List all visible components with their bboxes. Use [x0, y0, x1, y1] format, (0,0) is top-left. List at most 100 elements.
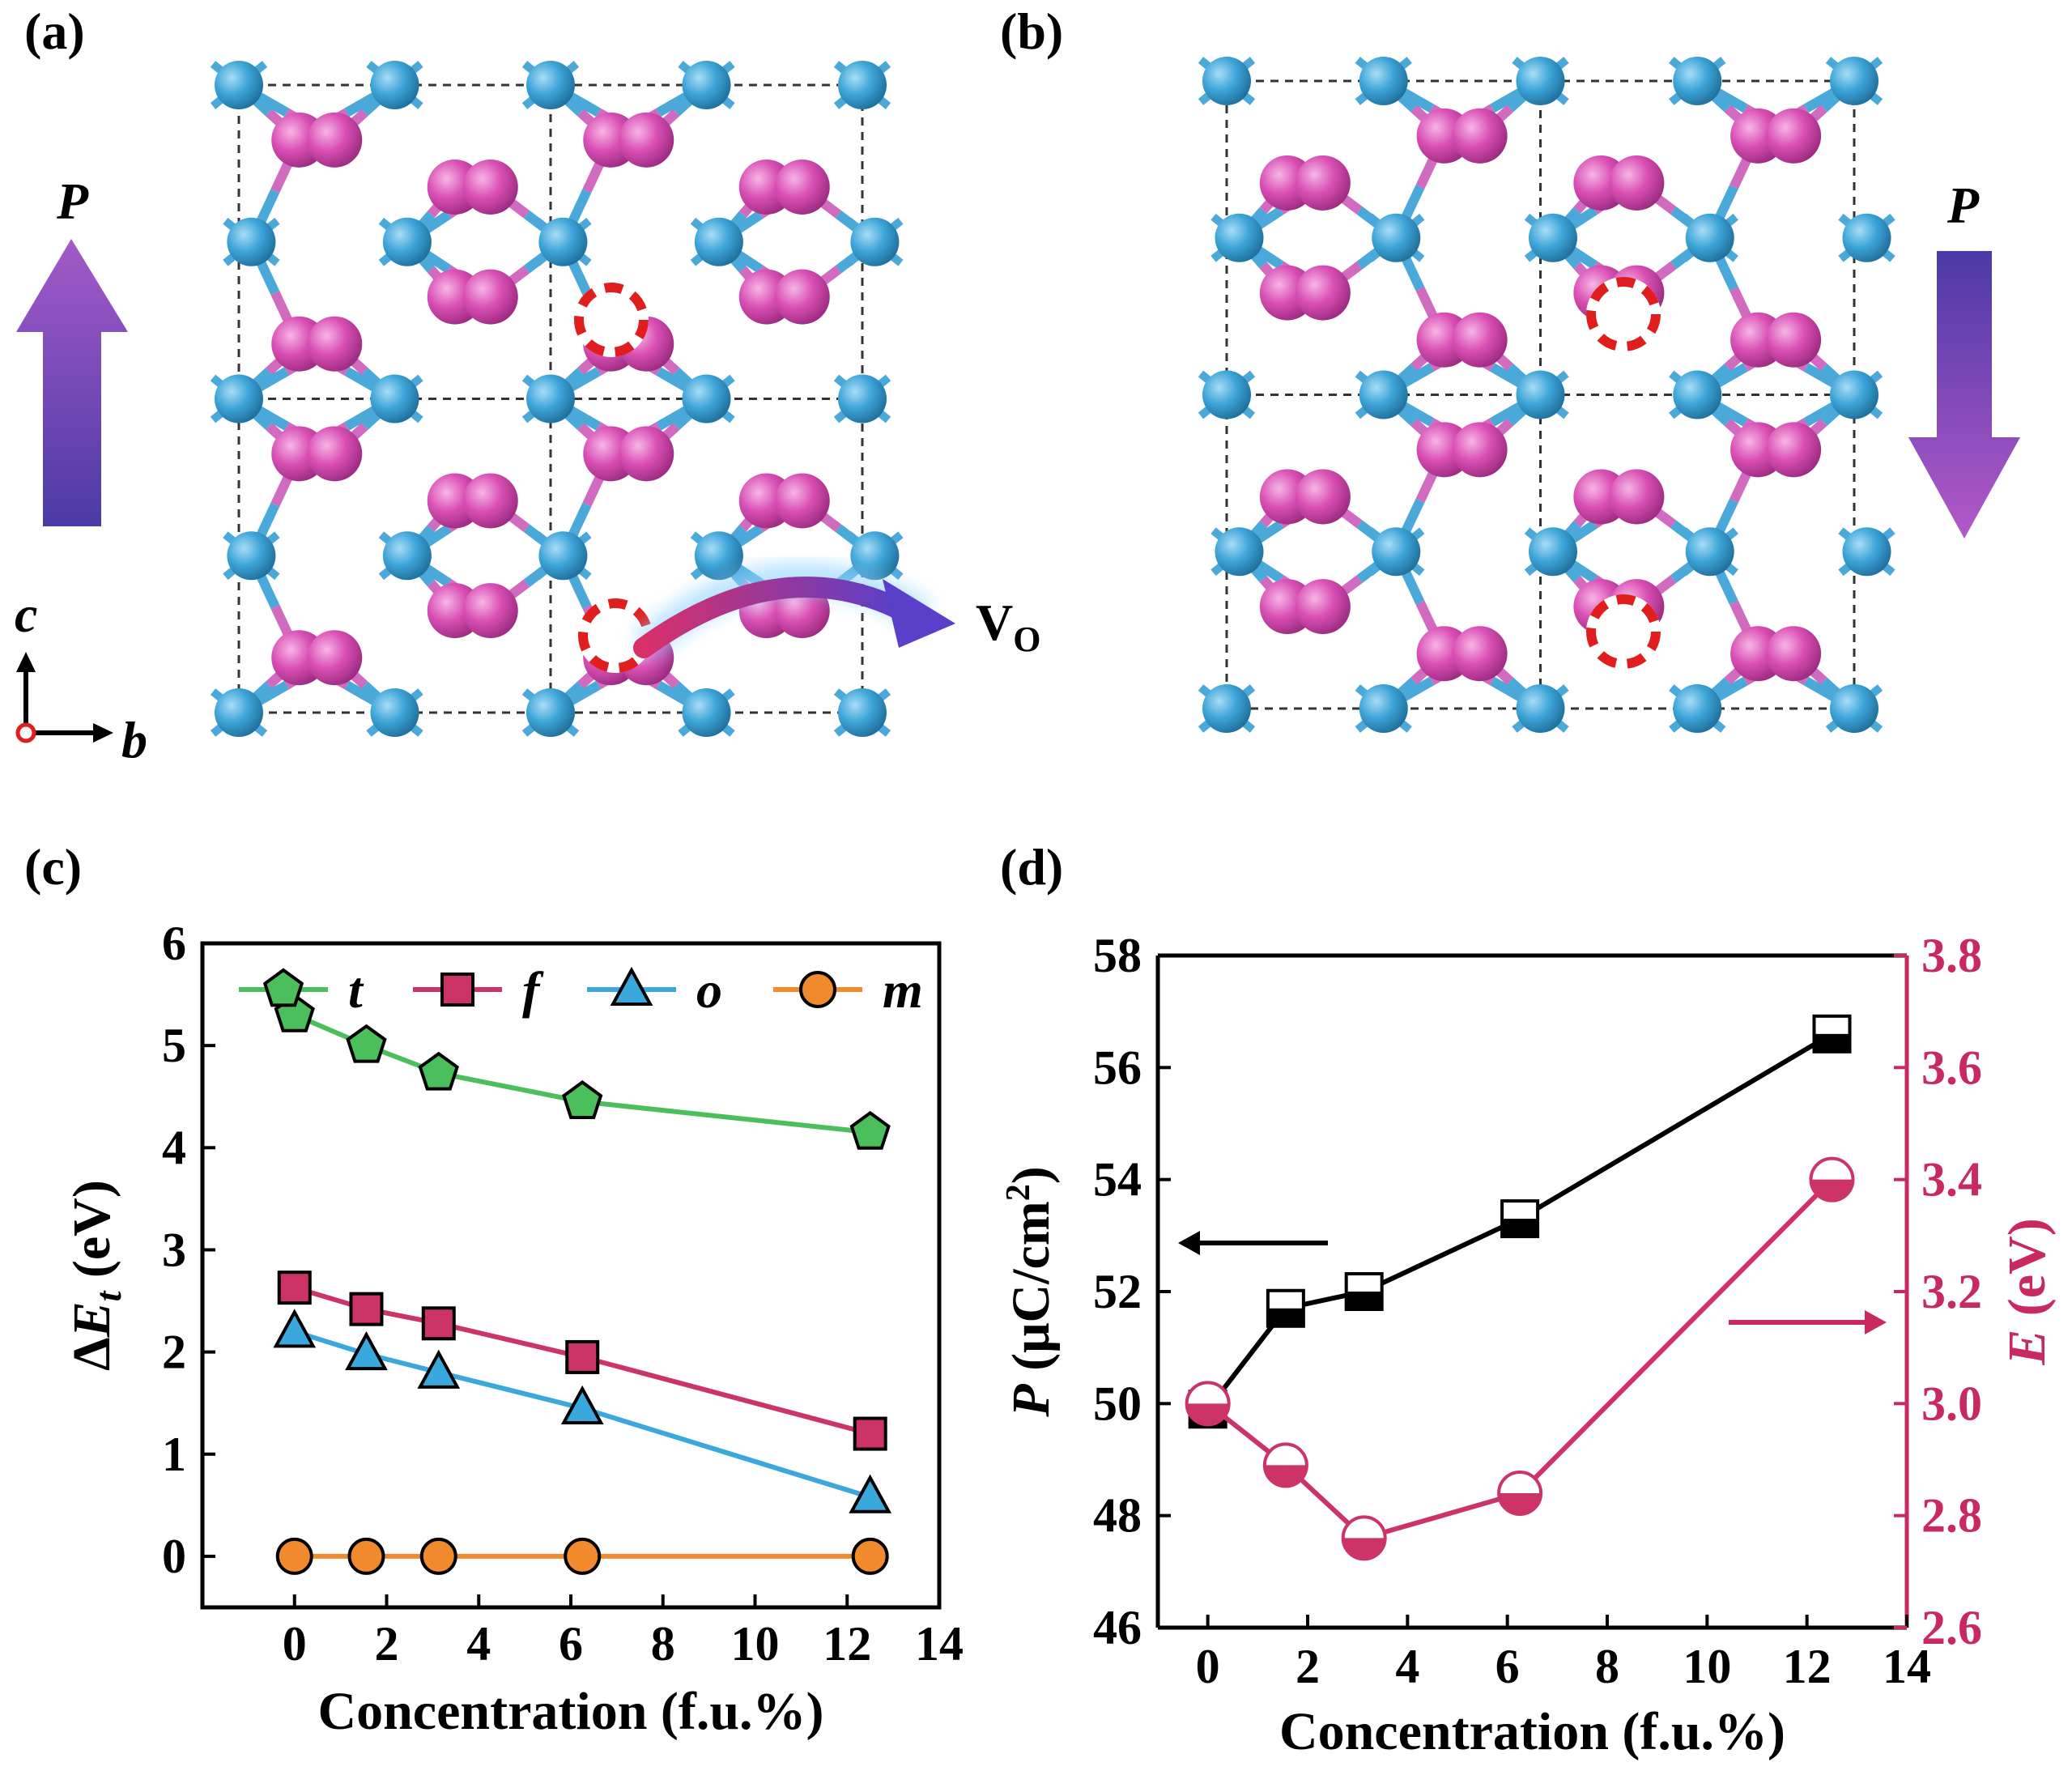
y-right-tick-label: 3.0 [1921, 1377, 1982, 1430]
metal-atom [1830, 370, 1878, 419]
metal-atom [1372, 213, 1421, 262]
metal-atom [370, 688, 419, 737]
x-tick-label: 2 [375, 1617, 399, 1671]
legend-label-t: t [348, 961, 364, 1019]
y-tick-label: 6 [162, 917, 186, 970]
metal-atom [1202, 684, 1251, 733]
data-point-m [347, 1537, 385, 1575]
chart-d: 0 2 4 6 8 10 12 14464850525456582.62.83.03.23.4… [1000, 929, 2057, 1761]
x-tick-label: 4 [1395, 1640, 1419, 1693]
oxygen-atom [1609, 155, 1665, 211]
oxygen-atom [619, 112, 674, 168]
y-tick-label: 0 [162, 1530, 186, 1583]
metal-atom [1673, 684, 1722, 733]
data-point-o [345, 1330, 388, 1371]
metal-atom [694, 531, 743, 581]
metal-atom [682, 374, 731, 424]
metal-atom [850, 531, 900, 581]
y-left-tick-label: 56 [1093, 1041, 1142, 1094]
y-right-tick-label: 3.4 [1921, 1153, 1982, 1207]
y-right-axis-label: E (eV) [1998, 1218, 2057, 1365]
vacancy-site [1586, 277, 1661, 351]
metal-atom [538, 531, 588, 581]
x-tick-label: 12 [1783, 1640, 1832, 1693]
plot-frame [200, 941, 942, 1610]
data-point-t [849, 1110, 891, 1150]
y-left-tick-label: 54 [1093, 1153, 1142, 1207]
oxygen-atom [307, 426, 363, 482]
polarization-arrow-down: P [1908, 177, 2020, 538]
data-point-left [1500, 1199, 1540, 1239]
data-point-m [564, 1537, 602, 1575]
metal-atom [838, 61, 887, 109]
oxygen-atom [1766, 108, 1822, 164]
metal-atom [215, 374, 263, 424]
y-right-tick-label: 3.8 [1921, 929, 1982, 982]
metal-atom [838, 374, 887, 424]
data-point-o [273, 1309, 317, 1348]
data-point-t [418, 1051, 459, 1091]
metal-atom [1842, 527, 1891, 577]
oxygen-atom [307, 316, 363, 372]
metal-atom [1372, 527, 1421, 577]
metal-atom [370, 374, 419, 424]
data-point-f [853, 1416, 887, 1451]
oxygen-atom [774, 269, 830, 325]
crystal-structure-b [1198, 57, 1895, 733]
y-tick-label: 1 [162, 1428, 186, 1481]
oxygen-atom [462, 473, 518, 529]
vacancy-arrow: VO [632, 561, 1040, 660]
oxygen-atom [1766, 312, 1822, 368]
data-point-left [1344, 1272, 1384, 1311]
oxygen-atom [1452, 422, 1508, 478]
metal-atom [215, 61, 263, 109]
oxygen-atom [462, 159, 518, 215]
oxygen-atom [1766, 626, 1822, 682]
vacancy-site [574, 283, 649, 357]
legend-marker-o [610, 966, 653, 1006]
oxygen-atom [1295, 265, 1351, 321]
oxygen-atom [1452, 108, 1508, 164]
legend-marker-m [799, 971, 836, 1008]
data-point-right [1809, 1156, 1855, 1202]
metal-atom [538, 217, 588, 266]
data-point-right [1497, 1471, 1543, 1516]
metal-atom [850, 217, 900, 266]
vacancy-ring [1586, 594, 1661, 669]
metal-atom [1673, 370, 1722, 419]
metal-atom [1842, 213, 1891, 262]
y-left-tick-label: 58 [1093, 929, 1142, 982]
data-point-f [565, 1339, 600, 1374]
data-point-f [277, 1271, 312, 1305]
metal-atom [227, 217, 276, 266]
y-right-tick-label: 3.2 [1921, 1265, 1982, 1318]
panel-label-c: (c) [24, 838, 82, 896]
data-point-right [1262, 1442, 1308, 1488]
data-point-o [417, 1349, 461, 1389]
x-tick-label: 6 [559, 1617, 583, 1671]
metal-atom [1516, 57, 1565, 105]
metal-atom [1359, 684, 1408, 733]
data-point-o [560, 1385, 604, 1424]
y-left-tick-label: 52 [1093, 1265, 1142, 1318]
x-tick-label: 6 [1495, 1640, 1520, 1693]
data-point-o [849, 1474, 892, 1513]
axis-b-label: b [121, 711, 147, 768]
y-left-axis-label: P (μC/cm2) [1000, 1166, 1061, 1417]
oxygen-atom [307, 630, 363, 686]
oxygen-atom [1452, 312, 1508, 368]
x-tick-label: 0 [1196, 1640, 1220, 1693]
vacancy-site [578, 598, 653, 673]
data-point-t [346, 1024, 387, 1063]
data-point-m [419, 1537, 457, 1575]
metal-atom [370, 61, 419, 109]
oxygen-atom [307, 112, 363, 168]
data-point-t [562, 1080, 603, 1119]
legend-label-f: f [522, 961, 544, 1019]
data-point-left [1812, 1014, 1852, 1054]
x-tick-label: 10 [731, 1617, 780, 1671]
axis-c-label: c [15, 585, 37, 643]
data-point-m [851, 1537, 889, 1575]
metal-atom [1830, 57, 1878, 105]
